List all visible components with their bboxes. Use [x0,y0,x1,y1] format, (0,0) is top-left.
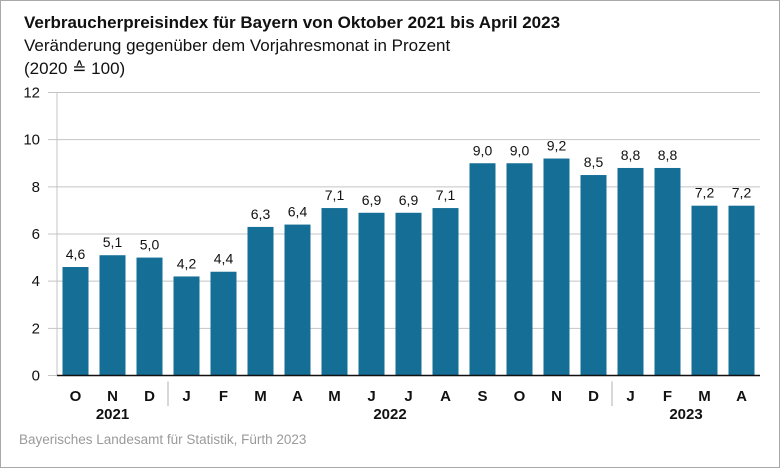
y-tick-label: 0 [32,368,40,385]
data-label: 7,2 [695,185,715,201]
data-label: 8,8 [658,147,678,163]
bar [210,271,237,376]
data-label: 8,8 [621,147,641,163]
year-label: 2023 [669,406,702,423]
data-label: 5,1 [103,234,123,250]
data-label: 6,9 [362,192,382,208]
data-label: 4,2 [177,255,197,271]
data-label: 9,2 [547,138,567,154]
data-label: 6,9 [399,192,419,208]
bar [99,255,126,376]
bar [62,267,89,376]
bar [321,208,348,376]
bar [136,257,163,376]
x-tick-label: O [514,388,526,405]
y-tick-label: 8 [32,179,40,196]
x-tick-label: J [367,388,375,405]
x-tick-label: S [477,388,487,405]
bar [506,163,533,376]
bar [469,163,496,376]
bar [654,167,681,376]
x-tick-label: A [440,388,451,405]
year-label: 2021 [96,406,129,423]
x-tick-label: A [736,388,747,405]
y-tick-label: 2 [32,320,40,337]
y-tick-label: 4 [32,273,40,290]
bar [247,226,274,376]
bar [395,212,422,376]
x-tick-label: D [588,388,599,405]
x-tick-label: F [219,388,228,405]
data-label: 7,1 [436,187,456,203]
bar [617,167,644,376]
chart-base-note: (2020 ≙ 100) [24,59,126,78]
data-label: 4,6 [66,246,86,262]
year-label: 2022 [373,406,406,423]
bar [691,205,718,376]
x-tick-label: M [254,388,267,405]
x-tick-label: N [107,388,118,405]
bar [580,175,607,376]
x-tick-label: J [404,388,412,405]
bar [358,212,385,376]
x-tick-label: M [328,388,341,405]
data-label: 6,4 [288,204,308,220]
x-tick-label: F [663,388,672,405]
data-label: 9,0 [510,142,530,158]
x-tick-label: J [626,388,634,405]
x-tick-label: D [144,388,155,405]
data-label: 9,0 [473,142,493,158]
y-tick-label: 12 [23,85,40,102]
chart-subtitle: Veränderung gegenüber dem Vorjahresmonat… [24,36,451,55]
data-label: 6,3 [251,206,271,222]
data-label: 7,1 [325,187,345,203]
data-label: 7,2 [732,185,752,201]
x-tick-label: N [551,388,562,405]
y-tick-label: 6 [32,226,40,243]
y-tick-label: 10 [23,132,40,149]
bar [543,158,570,376]
chart-title: Verbraucherpreisindex für Bayern von Okt… [24,13,561,32]
bar [173,276,200,376]
x-tick-label: A [292,388,303,405]
data-label: 4,4 [214,251,234,267]
bar [284,224,311,376]
data-label: 8,5 [584,154,604,170]
x-tick-label: O [70,388,82,405]
source-note: Bayerisches Landesamt für Statistik, Für… [19,432,307,447]
bar [432,208,459,376]
x-tick-label: J [182,388,190,405]
bar [728,205,755,376]
data-label: 5,0 [140,237,160,253]
x-tick-label: M [698,388,711,405]
